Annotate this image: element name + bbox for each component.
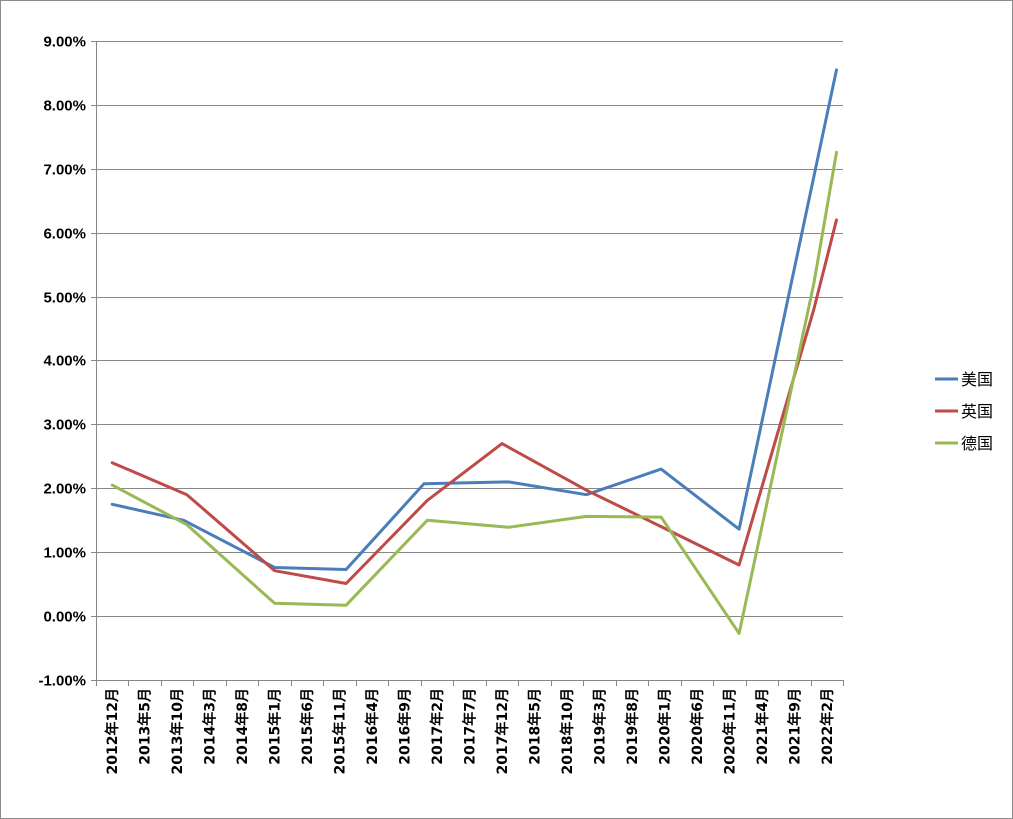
x-tick-label: 2020年1月 bbox=[656, 688, 673, 765]
x-tick-label: 2020年6月 bbox=[689, 688, 706, 765]
series-line-2 bbox=[110, 150, 838, 635]
x-tick-label: 2017年2月 bbox=[429, 688, 446, 765]
x-axis-ticks: 2012年12月 2013年5月 2013年10月 2014年3月 2014年8月 201… bbox=[104, 688, 836, 774]
y-tick-label: 9.00% bbox=[43, 34, 86, 51]
y-tick-label: 7.00% bbox=[43, 162, 86, 179]
y-tick-label: 4.00% bbox=[43, 353, 86, 370]
series-lines bbox=[110, 68, 838, 635]
x-tick-label: 2015年11月 bbox=[332, 688, 349, 774]
y-axis-ticks: 9.00% 8.00% 7.00% 6.00% 5.00% 4.00% 3.00% 2.00%… bbox=[38, 34, 86, 690]
x-tick-label: 2019年8月 bbox=[624, 688, 641, 765]
series-line-1 bbox=[110, 218, 838, 585]
x-tick-label: 2012年12月 bbox=[104, 688, 121, 774]
x-tick-label: 2016年4月 bbox=[364, 688, 381, 765]
y-tick-label: 0.00% bbox=[43, 609, 86, 626]
x-tick-label: 2021年9月 bbox=[786, 688, 803, 765]
x-tick-label: 2018年10月 bbox=[559, 688, 576, 774]
legend-label: 美国 bbox=[961, 370, 993, 389]
x-tick-label: 2014年3月 bbox=[202, 688, 219, 765]
y-tick-label: -1.00% bbox=[38, 673, 86, 690]
x-tick-label: 2022年2月 bbox=[819, 688, 836, 765]
x-tick-label: 2015年1月 bbox=[267, 688, 284, 765]
x-tick-label: 2020年11月 bbox=[721, 688, 738, 774]
y-tick-label: 2.00% bbox=[43, 481, 86, 498]
x-tick-label: 2014年8月 bbox=[234, 688, 251, 765]
x-tick-label: 2018年5月 bbox=[526, 688, 543, 765]
y-tick-label: 5.00% bbox=[43, 290, 86, 307]
y-tick-label: 3.00% bbox=[43, 417, 86, 434]
y-tick-label: 6.00% bbox=[43, 226, 86, 243]
y-tick-label: 1.00% bbox=[43, 545, 86, 562]
x-tick-label: 2017年12月 bbox=[494, 688, 511, 774]
x-tick-label: 2017年7月 bbox=[462, 688, 479, 765]
x-tick-label: 2013年5月 bbox=[137, 688, 154, 765]
axes bbox=[91, 41, 844, 686]
x-tick-label: 2013年10月 bbox=[169, 688, 186, 774]
x-tick-label: 2021年4月 bbox=[754, 688, 771, 765]
series-line-0 bbox=[110, 68, 838, 571]
legend-label: 英国 bbox=[961, 402, 993, 421]
x-tick-label: 2019年3月 bbox=[591, 688, 608, 765]
x-tick-label: 2015年6月 bbox=[299, 688, 316, 765]
y-tick-label: 8.00% bbox=[43, 98, 86, 115]
legend-label: 德国 bbox=[961, 434, 993, 453]
gridlines bbox=[96, 41, 843, 681]
x-tick-label: 2016年9月 bbox=[397, 688, 414, 765]
